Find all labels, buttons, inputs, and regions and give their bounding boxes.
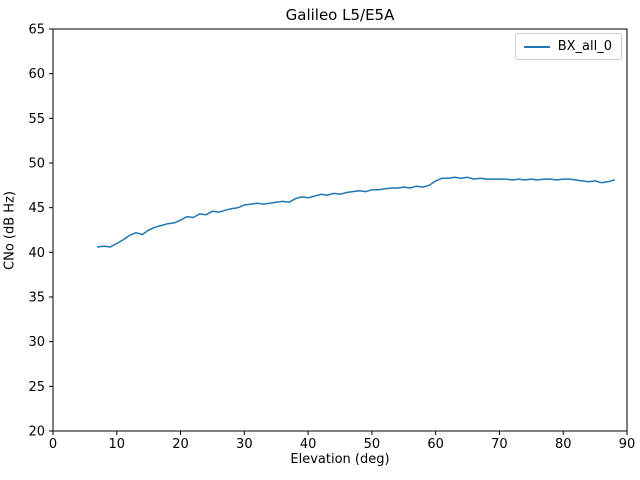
legend-label: BX_all_0 — [557, 39, 612, 54]
y-tick-label: 35 — [28, 291, 45, 306]
legend: BX_all_0 — [514, 33, 622, 60]
y-tick-label: 20 — [28, 425, 45, 440]
y-tick-label: 55 — [28, 112, 45, 127]
x-tick-label: 70 — [491, 437, 508, 452]
x-tick-label: 90 — [619, 437, 636, 452]
axes-border — [52, 28, 628, 432]
series-line-BX_all_0 — [96, 176, 615, 248]
legend-line-sample — [523, 45, 550, 48]
y-tick-label: 40 — [28, 246, 45, 261]
x-tick-label: 30 — [236, 437, 253, 452]
x-tick-label: 50 — [364, 437, 381, 452]
x-tick-label: 10 — [109, 437, 126, 452]
y-tick-label: 25 — [28, 380, 45, 395]
y-tick-label: 30 — [28, 335, 45, 350]
chart-title: Galileo L5/E5A — [285, 6, 395, 24]
y-tick-label: 60 — [28, 67, 45, 82]
x-tick-label: 40 — [300, 437, 317, 452]
y-tick-label: 50 — [28, 157, 45, 172]
x-tick-label: 20 — [172, 437, 189, 452]
y-tick-label: 65 — [28, 23, 45, 38]
x-tick-label: 60 — [427, 437, 444, 452]
y-axis-label: CNo (dB Hz) — [2, 191, 18, 270]
y-tick-label: 45 — [28, 201, 45, 216]
x-axis-label: Elevation (deg) — [290, 452, 390, 467]
x-tick-label: 0 — [49, 437, 57, 452]
x-tick-label: 80 — [555, 437, 572, 452]
